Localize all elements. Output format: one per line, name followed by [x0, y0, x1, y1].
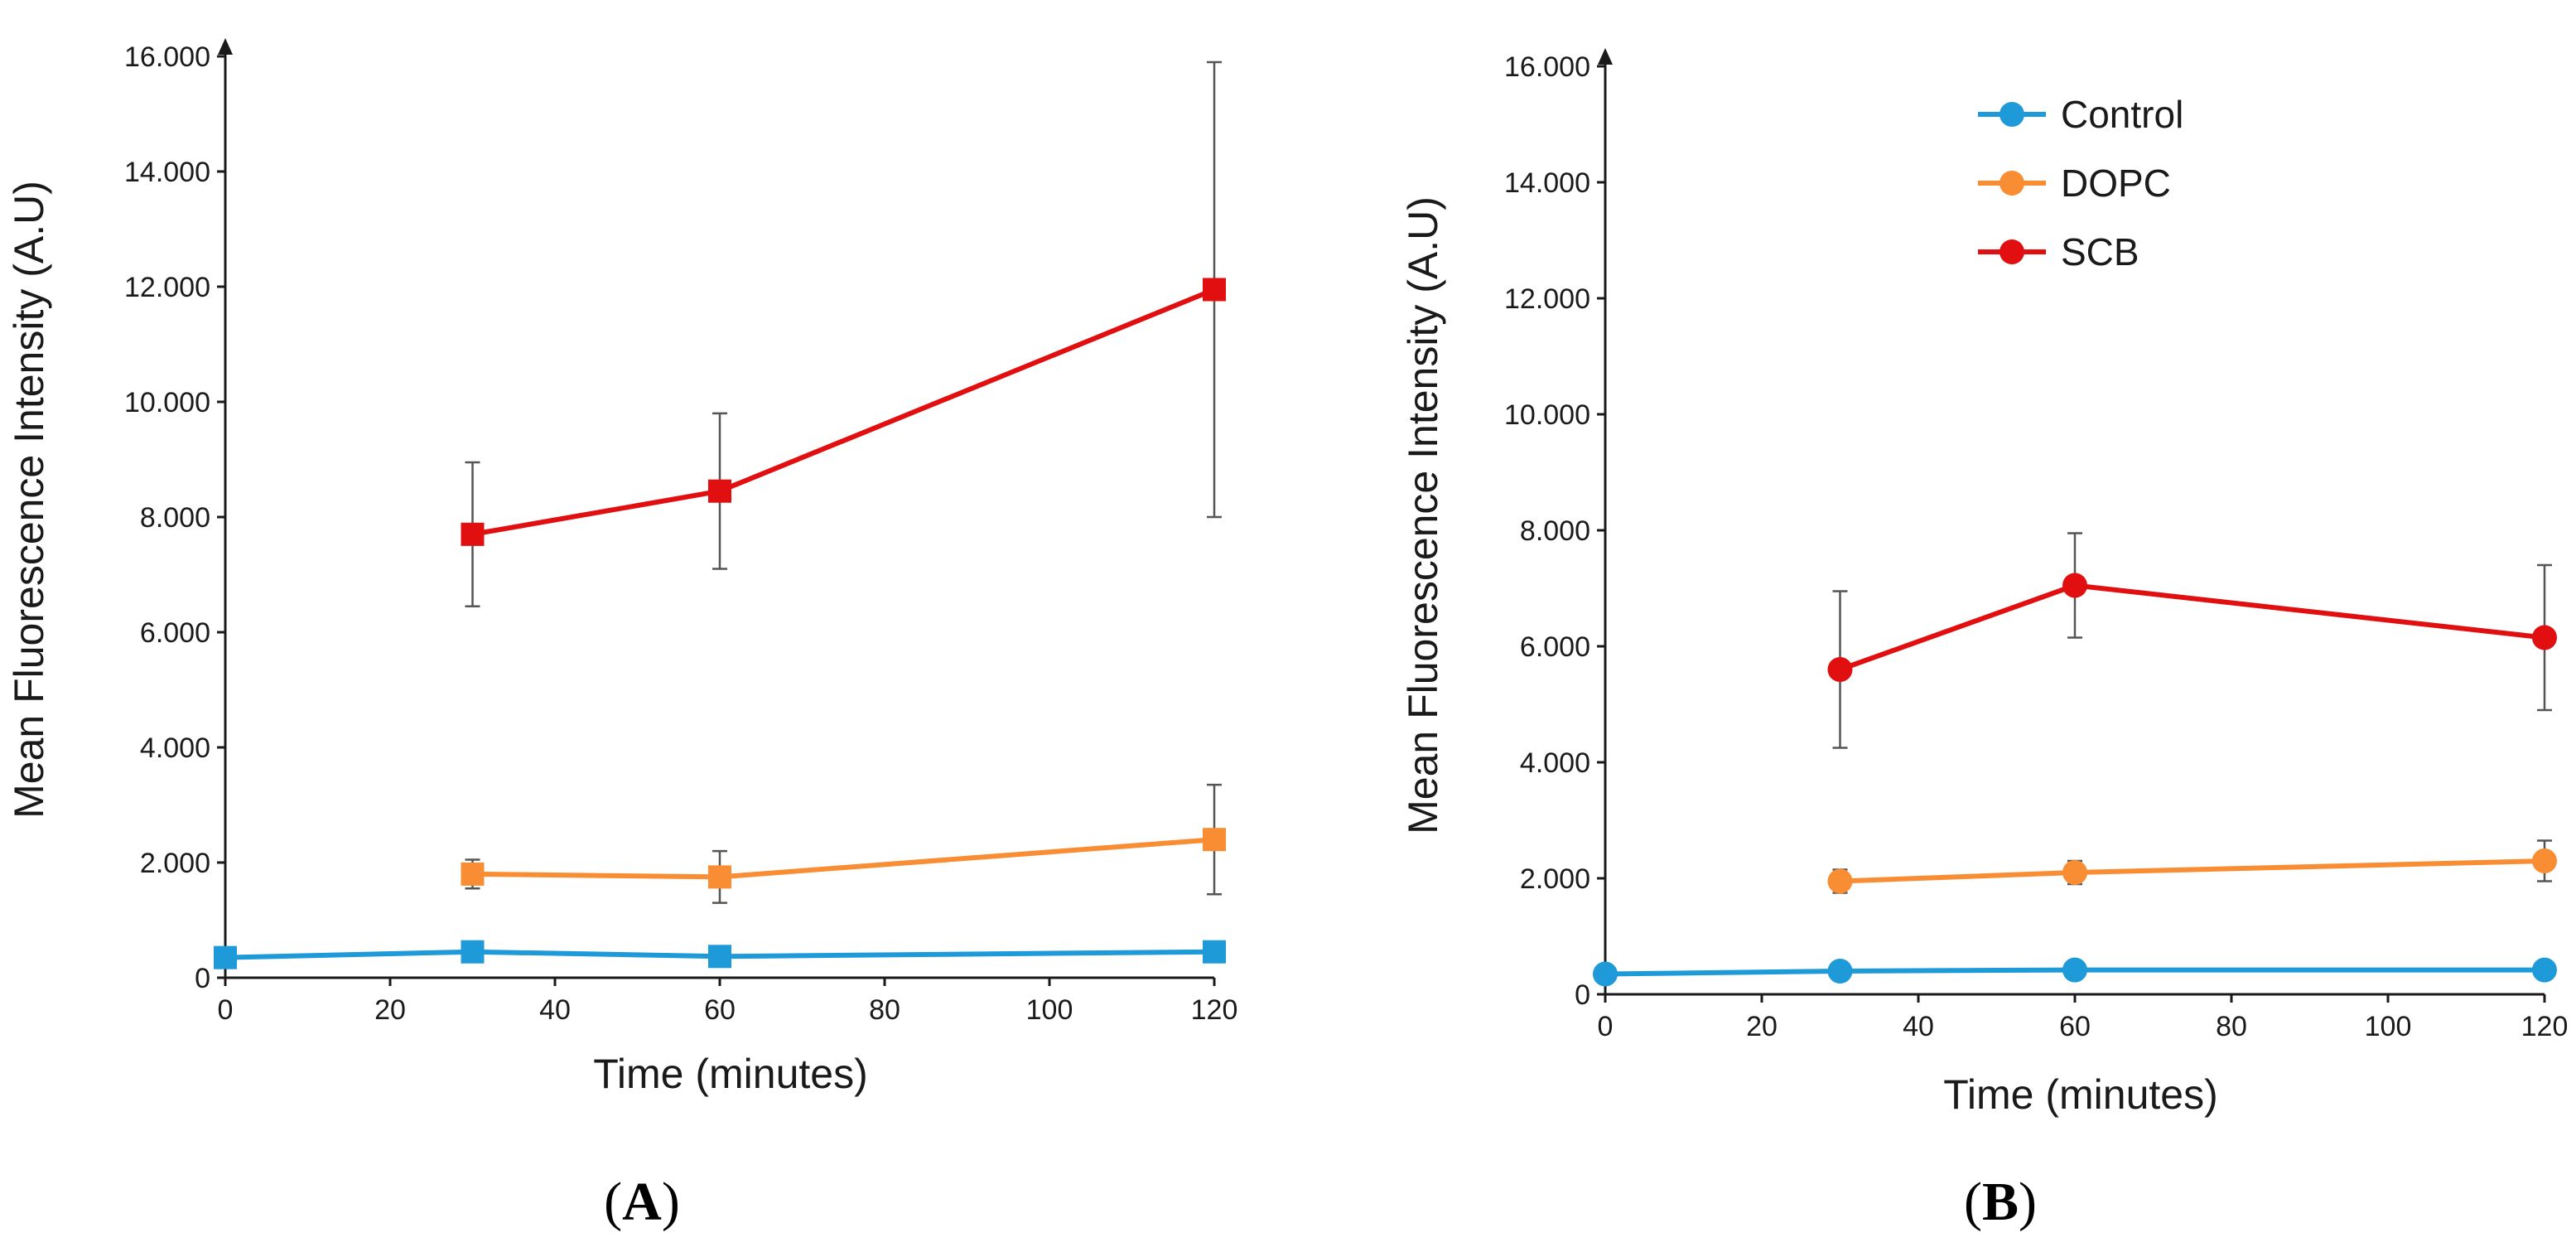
panel-a-control-line: [224, 949, 1215, 960]
panel-b-x-tick-label: 20: [1746, 1011, 1778, 1042]
panel-a-y-tick-label: 6.000: [140, 617, 210, 649]
panel-a-x-axis-label: Time (minutes): [593, 1051, 868, 1097]
panel-b-dopc-point: [2532, 848, 2557, 873]
legend-dopc-label: DOPC: [2061, 162, 2171, 205]
panel-a-y-tick-label: 14.000: [124, 157, 210, 188]
panel-a-y-tick-label: 10.000: [124, 387, 210, 418]
panel-b-y-tick-label: 14.000: [1504, 167, 1590, 199]
panel-a-y-axis-label: Mean Fluorescence Intensity (A.U): [6, 181, 52, 819]
panel-b-scb-point: [2062, 573, 2087, 598]
panel-b-control-point: [1827, 959, 1853, 984]
panel-b-y-tick-label: 12.000: [1504, 283, 1590, 315]
panel-a-control-point: [461, 940, 485, 964]
panel-b-dopc-line: [1840, 858, 2545, 884]
panel-b-x-tick-label: 0: [1598, 1011, 1614, 1042]
panel-b-x-tick-label: 40: [1903, 1011, 1934, 1042]
panel-a-scb-point: [708, 479, 731, 503]
panel-b-y-tick-label: 10.000: [1504, 399, 1590, 431]
panel-a-scb-point: [461, 522, 485, 546]
panel-b-scb-line: [1839, 582, 2545, 672]
panel-a-control-point: [1203, 940, 1226, 964]
legend-control-label: Control: [2061, 93, 2183, 136]
legend-control-marker: [2000, 102, 2024, 127]
panel-b-y-axis-label: Mean Fluorescence Intensity (A.U): [1400, 196, 1446, 834]
panel-b-x-tick-label: 60: [2059, 1011, 2091, 1042]
legend: Control DOPC SCB: [1978, 93, 2183, 273]
panel-a-x-tick-label: 80: [869, 994, 900, 1026]
legend-scb-marker: [2000, 239, 2024, 264]
panel-a: Mean Fluorescence Intensity (A.U) Time (…: [6, 38, 1237, 1232]
panel-a-y-tick-label: 2.000: [140, 848, 210, 879]
panel-b-scb-point: [2532, 625, 2557, 650]
panel-a-x-tick-label: 40: [539, 994, 571, 1026]
panel-b-x-tick-label: 80: [2216, 1011, 2247, 1042]
panel-a-x-tick-label: 120: [1191, 994, 1238, 1026]
panel-b-control-point: [1593, 961, 1618, 987]
panel-b-dopc-point: [2062, 860, 2087, 885]
panel-b-y-tick-label: 8.000: [1520, 515, 1590, 547]
panel-a-x-tick-label: 100: [1026, 994, 1073, 1026]
panel-b-control-line: [1604, 967, 2545, 977]
panel-b-x-tick-label: 120: [2521, 1011, 2569, 1042]
panel-b-y-tick-label: 6.000: [1520, 631, 1590, 663]
panel-a-dopc-point: [1203, 828, 1226, 852]
panel-a-dopc-point: [461, 862, 485, 886]
panel-b-y-tick-label: 0: [1575, 979, 1590, 1011]
panel-b-x-axis-label: Time (minutes): [1943, 1071, 2218, 1118]
panel-b-y-tick-label: 2.000: [1520, 863, 1590, 895]
panel-a-y-tick-label: 0: [195, 963, 210, 994]
panel-a-x-tick-label: 0: [218, 994, 234, 1026]
panel-b-x-tick-label: 100: [2365, 1011, 2412, 1042]
legend-dopc-marker: [2000, 171, 2024, 196]
panel-b-dopc-point: [1827, 868, 1853, 894]
panel-a-dopc-point: [708, 865, 731, 889]
panel-b: Mean Fluorescence Intensity (A.U) Time (…: [1400, 48, 2568, 1232]
panel-a-scb-point: [1203, 278, 1226, 302]
panel-a-x-tick-label: 20: [374, 994, 406, 1026]
panel-a-scb-line: [471, 287, 1216, 537]
panel-b-scb-point: [1827, 657, 1853, 682]
panel-a-x-tick-label: 60: [704, 994, 736, 1026]
panel-a-y-tick-label: 12.000: [124, 272, 210, 303]
legend-scb-label: SCB: [2061, 230, 2139, 273]
panel-b-y-axis-arrow: [1598, 48, 1613, 65]
panel-a-y-axis-arrow: [218, 38, 233, 55]
panel-a-y-tick-label: 8.000: [140, 502, 210, 534]
panel-a-dopc-line: [472, 837, 1215, 880]
panel-a-label: (A): [604, 1172, 680, 1232]
panel-a-y-tick-label: 4.000: [140, 732, 210, 764]
panel-a-y-tick-label: 16.000: [124, 41, 210, 73]
panel-b-label: (B): [1964, 1172, 2037, 1232]
panel-b-y-tick-label: 16.000: [1504, 51, 1590, 83]
panel-b-y-tick-label: 4.000: [1520, 747, 1590, 779]
panel-b-control-point: [2062, 957, 2087, 983]
panel-b-control-point: [2532, 957, 2557, 983]
panel-a-control-point: [708, 945, 731, 969]
panel-a-control-point: [214, 945, 237, 969]
